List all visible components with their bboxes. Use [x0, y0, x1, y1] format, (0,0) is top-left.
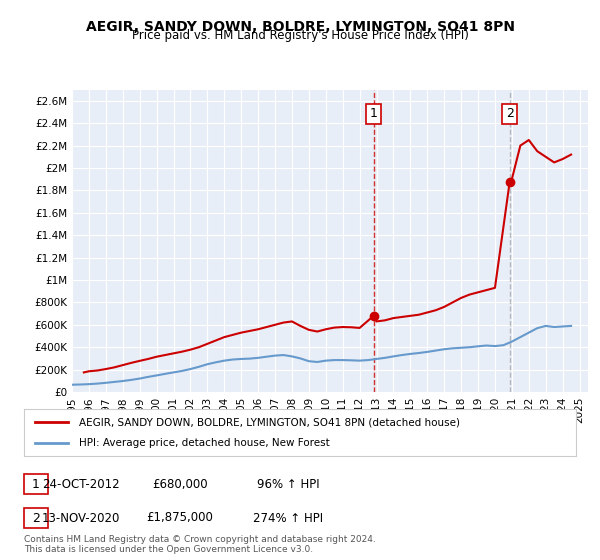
Text: 24-OCT-2012: 24-OCT-2012: [42, 478, 120, 491]
Text: 96% ↑ HPI: 96% ↑ HPI: [257, 478, 319, 491]
Text: Price paid vs. HM Land Registry's House Price Index (HPI): Price paid vs. HM Land Registry's House …: [131, 29, 469, 42]
Text: AEGIR, SANDY DOWN, BOLDRE, LYMINGTON, SO41 8PN (detached house): AEGIR, SANDY DOWN, BOLDRE, LYMINGTON, SO…: [79, 417, 460, 427]
Text: 1: 1: [370, 108, 377, 120]
Text: This data is licensed under the Open Government Licence v3.0.: This data is licensed under the Open Gov…: [24, 545, 313, 554]
Text: Contains HM Land Registry data © Crown copyright and database right 2024.: Contains HM Land Registry data © Crown c…: [24, 535, 376, 544]
Text: £680,000: £680,000: [152, 478, 208, 491]
Text: 1: 1: [32, 478, 40, 491]
Text: 2: 2: [506, 108, 514, 120]
Text: £1,875,000: £1,875,000: [146, 511, 214, 525]
Text: 274% ↑ HPI: 274% ↑ HPI: [253, 511, 323, 525]
Text: 2: 2: [32, 511, 40, 525]
Text: AEGIR, SANDY DOWN, BOLDRE, LYMINGTON, SO41 8PN: AEGIR, SANDY DOWN, BOLDRE, LYMINGTON, SO…: [86, 20, 515, 34]
Text: 13-NOV-2020: 13-NOV-2020: [42, 511, 120, 525]
Text: HPI: Average price, detached house, New Forest: HPI: Average price, detached house, New …: [79, 438, 330, 448]
